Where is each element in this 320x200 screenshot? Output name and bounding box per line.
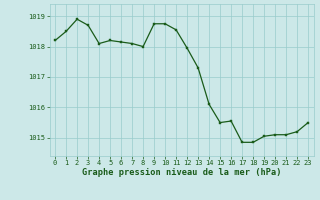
X-axis label: Graphe pression niveau de la mer (hPa): Graphe pression niveau de la mer (hPa)	[82, 168, 281, 177]
